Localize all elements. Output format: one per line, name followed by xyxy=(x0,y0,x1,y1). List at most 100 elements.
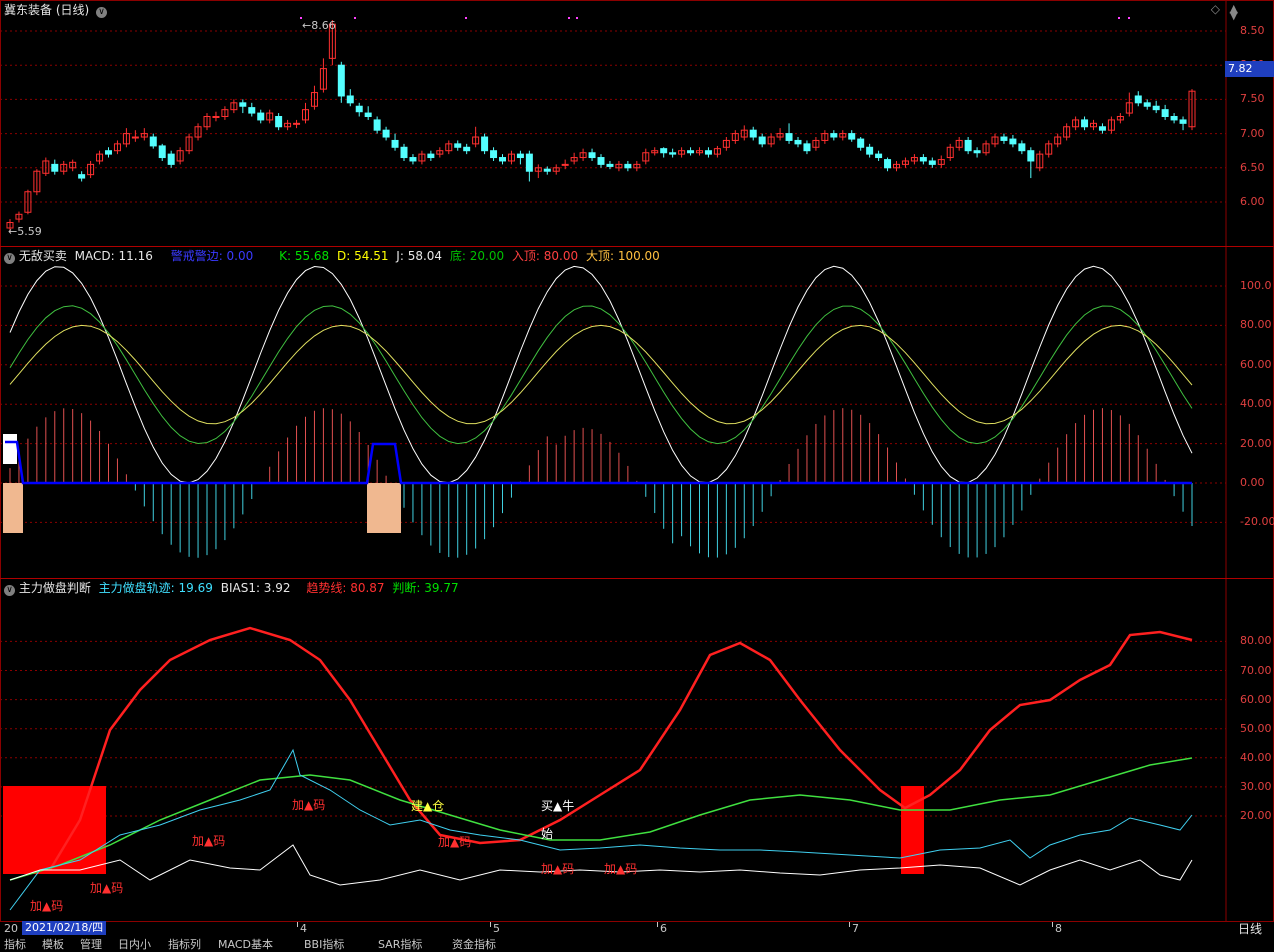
tab-2[interactable]: 管理 xyxy=(80,938,102,951)
candle-body xyxy=(731,133,739,141)
candle-body xyxy=(982,143,990,154)
candle-body xyxy=(848,133,856,140)
annotation-add: 加▲码 xyxy=(192,834,226,848)
cursor-date: 2021/02/18/四 xyxy=(22,921,107,935)
candle-body xyxy=(310,92,318,107)
month-label: 4 xyxy=(300,922,307,935)
collapse-icon[interactable]: ∨ xyxy=(4,253,15,264)
top-markers xyxy=(300,17,1130,19)
axis-label: 40.00 xyxy=(1240,397,1272,411)
k-line xyxy=(9,305,1193,445)
candle-body xyxy=(937,159,945,165)
axis-label: 100.0 xyxy=(1240,279,1272,292)
candle-body xyxy=(257,112,265,121)
bias-line xyxy=(9,844,1193,886)
candle-body xyxy=(382,129,390,138)
candle-body xyxy=(221,109,229,118)
candle-body xyxy=(678,150,686,155)
axis-label: 6.00 xyxy=(1240,195,1265,208)
candle-body xyxy=(194,126,202,138)
trend-value: 趋势线: 80.87 xyxy=(306,581,385,595)
tab-6[interactable]: BBI指标 xyxy=(304,938,345,951)
warn-value: 警戒警边: 0.00 xyxy=(170,249,254,263)
candle-body xyxy=(284,122,292,128)
candle-body xyxy=(1018,143,1026,152)
annotation-add: 加▲码 xyxy=(541,862,575,876)
scroll-down-icon[interactable]: ▼ xyxy=(1229,9,1238,22)
candle-body xyxy=(910,157,918,162)
candle-body xyxy=(33,170,41,193)
tab-3[interactable]: 日内小 xyxy=(118,938,151,951)
macd-panel-title: 无敌买卖 xyxy=(18,249,67,263)
low-price-label: 5.59 xyxy=(17,225,42,238)
candle-body xyxy=(15,213,23,220)
candle-body xyxy=(248,107,256,114)
axis-label: 20.00 xyxy=(1240,436,1272,450)
tab-4[interactable]: 指标列 xyxy=(168,938,201,951)
tab-7[interactable]: SAR指标 xyxy=(378,938,423,951)
candle-body xyxy=(266,112,274,121)
tab-5[interactable]: MACD基本 xyxy=(218,938,273,951)
annotation-buy: 买▲牛 xyxy=(541,799,575,813)
signal-block xyxy=(367,483,401,533)
axis-label: 7.00 xyxy=(1240,126,1265,140)
signal-block xyxy=(3,434,17,464)
candle-body xyxy=(696,150,703,154)
signal-marker xyxy=(354,17,356,19)
candle-body xyxy=(418,153,426,162)
candle-body xyxy=(337,64,345,97)
force-indicator xyxy=(3,626,1193,911)
candle-body xyxy=(839,133,847,138)
d-value: D: 54.51 xyxy=(337,249,389,263)
annotation-add: 加▲码 xyxy=(30,899,64,913)
candle-body xyxy=(615,163,623,169)
month-label: 6 xyxy=(660,922,667,935)
collapse-icon-2[interactable]: ∨ xyxy=(4,585,15,596)
month-tick xyxy=(490,922,491,927)
candle-body xyxy=(409,157,417,162)
candle-body xyxy=(113,143,121,152)
candle-body xyxy=(1107,119,1115,131)
candle-body xyxy=(749,129,757,138)
candle-body xyxy=(803,143,811,152)
candle-body xyxy=(740,129,748,138)
axis-label: 80.00 xyxy=(1240,318,1272,332)
candle-body xyxy=(6,222,14,229)
candle-body xyxy=(991,136,999,145)
candle-body xyxy=(776,133,784,138)
diamond-icon[interactable]: ◇ xyxy=(1210,2,1220,16)
dropdown-icon[interactable]: ∨ xyxy=(96,7,108,18)
candle-body xyxy=(901,160,909,165)
tab-0[interactable]: 指标 xyxy=(4,938,26,951)
candle-body xyxy=(275,116,283,128)
price-tag: 7.82 xyxy=(1225,61,1274,77)
tab-1[interactable]: 模板 xyxy=(42,938,64,951)
candle-body xyxy=(122,133,130,145)
candle-body xyxy=(884,159,892,169)
signal-marker xyxy=(1128,17,1130,19)
candle-body xyxy=(624,163,632,169)
candle-body xyxy=(660,148,668,154)
scroll-up-icon[interactable]: ▲ xyxy=(1229,2,1238,15)
force-panel-title: 主力做盘判断 xyxy=(18,581,91,595)
candle-body xyxy=(105,150,112,155)
candle-body xyxy=(597,157,605,165)
candle-body xyxy=(722,139,730,148)
month-tick xyxy=(657,922,658,927)
macd-indicator xyxy=(3,265,1193,558)
tab-8[interactable]: 资金指标 xyxy=(452,938,496,951)
candle-body xyxy=(60,163,68,172)
candle-body xyxy=(758,136,766,145)
judge-value: 判断: 39.77 xyxy=(392,581,459,595)
candle-body xyxy=(427,153,435,159)
period-label[interactable]: 日线 xyxy=(1238,922,1263,936)
macd-value: MACD: 11.16 xyxy=(74,249,153,263)
candle-body xyxy=(1036,153,1044,169)
axis-label: 80.00 xyxy=(1240,634,1272,648)
signal-block xyxy=(3,786,106,874)
candle-body xyxy=(857,138,865,148)
grid-lines xyxy=(0,30,1226,817)
signal-marker xyxy=(300,17,302,19)
candle-body xyxy=(391,139,399,148)
